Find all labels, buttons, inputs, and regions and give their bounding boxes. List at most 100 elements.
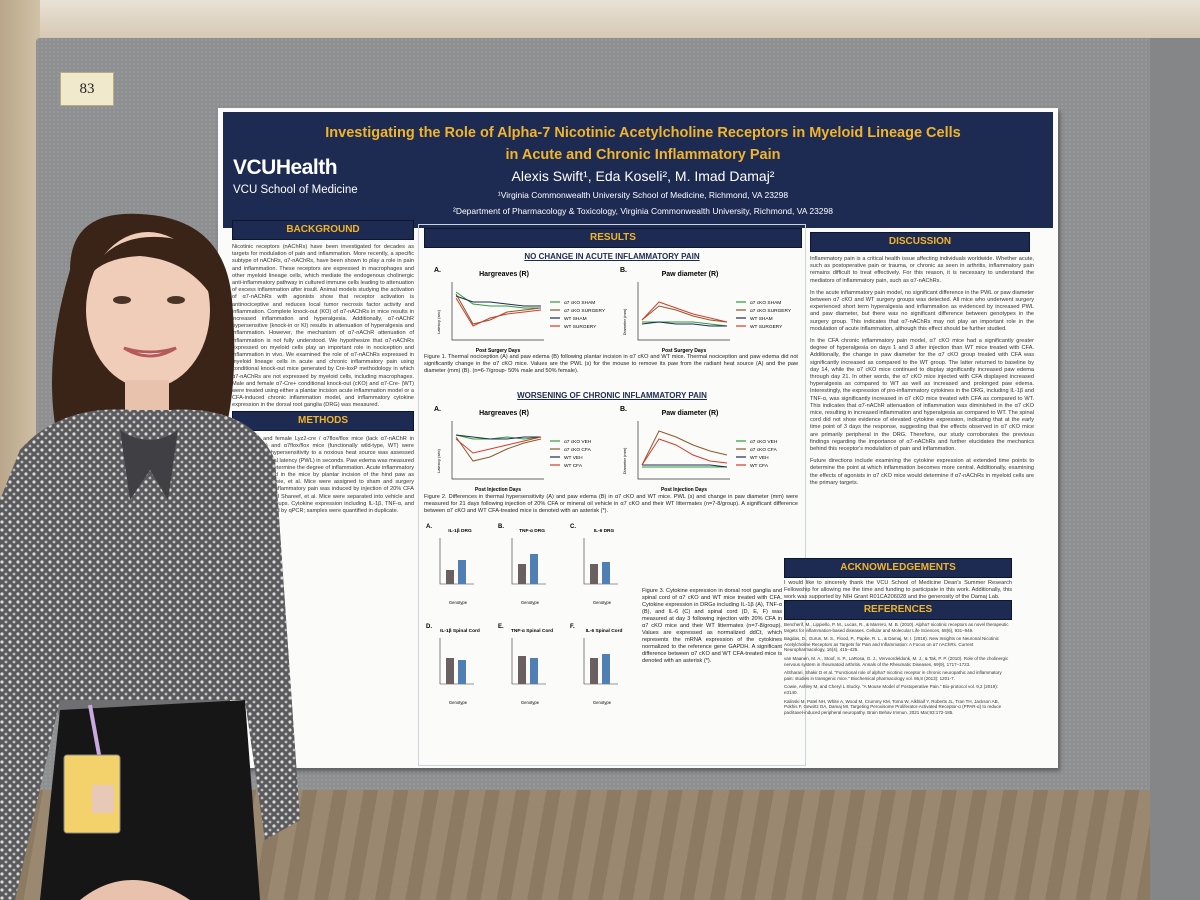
legend-label: WT VEH — [564, 455, 583, 461]
bow — [120, 430, 178, 500]
figure-caption: Figure 1. Thermal nociception (A) and pa… — [424, 354, 798, 374]
reference: Bagdas, D., Gurun, M. S., Flood, P., Pap… — [784, 636, 1000, 653]
bar — [590, 564, 598, 584]
axes — [451, 282, 544, 341]
figure: A. Hargreaves (R) Latency (sec) Post Surger… — [424, 262, 800, 358]
reference: AlSharari, Shakir D et al. "Functional r… — [784, 670, 1002, 681]
axis-label: Diameter (mm) — [622, 447, 627, 474]
section-heading: METHODS — [232, 411, 414, 431]
axis-label: Genotype — [593, 700, 612, 705]
plot-line — [641, 305, 728, 323]
figure-graphic: A. Hargreaves (R) Latency (sec) Post Inject… — [434, 406, 778, 493]
discussion-paragraph: In the acute inflammatory pain model, no… — [810, 289, 1034, 332]
section-heading: REFERENCES — [784, 600, 1012, 620]
axes — [511, 538, 546, 585]
legend-label: α7 cKO SURGERY — [564, 308, 606, 314]
badge-photo — [92, 785, 114, 813]
panel-title: IL-1β Spinal Cord — [440, 628, 480, 634]
axes — [439, 538, 474, 585]
plot-line — [455, 291, 541, 309]
panel-letter: F. — [570, 624, 575, 630]
section-heading: ACKNOWLEDGEMENTS — [784, 558, 1012, 578]
figure: A. IL-1β DRG Genotype B. TNF-α DRG Genotype C.… — [424, 520, 638, 716]
affiliation: ¹Virginia Commonwealth University School… — [497, 190, 789, 200]
plot-line — [455, 434, 541, 440]
hair-top — [86, 236, 214, 300]
plot-line — [455, 436, 542, 462]
panel-title: IL-1β DRG — [448, 528, 472, 534]
panel-title: IL-6 DRG — [594, 528, 615, 534]
poster-header: Investigating the Role of Alpha-7 Nicoti… — [223, 112, 1053, 228]
panel-letter: B. — [498, 524, 504, 530]
chart-title: Paw diameter (R) — [662, 410, 719, 417]
axes — [451, 421, 544, 480]
logo-subtitle: VCU School of Medicine — [233, 184, 358, 196]
axis-label: Genotype — [521, 600, 540, 605]
acknowledgements-text: I would like to sincerely thank the VCU … — [784, 580, 1012, 601]
axis-label: Genotype — [593, 600, 612, 605]
bar — [458, 560, 466, 584]
figure-caption: Figure 3. Cytokine expression in dorsal … — [642, 588, 782, 664]
panel-letter: C. — [570, 524, 576, 530]
axes — [583, 538, 618, 585]
legend-label: WT VEH — [750, 455, 769, 461]
axis-label: Post Surgery Days — [662, 348, 707, 354]
section-heading: BACKGROUND — [232, 220, 414, 240]
section-heading: DISCUSSION — [810, 232, 1030, 252]
bar — [446, 658, 454, 684]
panel-letter: B. — [620, 267, 627, 274]
logo: VCUHealth — [233, 156, 338, 179]
legend-label: WT CFA — [564, 463, 583, 469]
legend-label: α7 cKO CFA — [564, 447, 592, 453]
lanyard — [88, 704, 102, 761]
plot-line — [642, 464, 728, 468]
panel-title: TNF-α Spinal Cord — [511, 628, 553, 634]
results-subheading: WORSENING OF CHRONIC INFLAMMATORY PAIN — [517, 391, 707, 400]
legend-label: α7 cKO CFA — [750, 447, 778, 453]
eye — [113, 296, 131, 304]
plot-line — [455, 297, 542, 327]
discussion-paragraph: Inflammatory pain is a critical health i… — [810, 256, 1034, 284]
poster: Investigating the Role of Alpha-7 Nicoti… — [218, 108, 1058, 768]
panel-letter: B. — [620, 406, 627, 413]
panel-letter: A. — [434, 406, 441, 413]
plot-line — [455, 436, 542, 454]
plot-line — [641, 430, 728, 466]
legend-label: α7 cKO VEH — [564, 439, 592, 445]
authors: Alexis Swift¹, Eda Koseli², M. Imad Dama… — [511, 168, 775, 184]
bar — [530, 554, 538, 584]
plot-line — [641, 301, 728, 323]
axis-label: Latency (sec) — [436, 309, 441, 334]
figure: A. Hargreaves (R) Latency (sec) Post Inject… — [424, 401, 800, 497]
face — [86, 232, 210, 388]
panel-letter: A. — [434, 267, 441, 274]
methods-text: Mice: Male and female Lyz2-cre / α7flox/… — [232, 436, 414, 515]
chart-title: Hargreaves (R) — [479, 271, 529, 278]
ceiling — [0, 0, 1200, 40]
plot-line — [641, 321, 727, 327]
smile — [123, 346, 177, 358]
plot-line — [455, 434, 542, 440]
bar — [446, 570, 454, 584]
axes — [637, 421, 730, 480]
figure-caption: Figure 2. Differences in thermal hyperse… — [424, 494, 798, 514]
chart-title: Hargreaves (R) — [479, 410, 529, 417]
bar — [602, 654, 610, 684]
axis-label: Post Surgery Days — [476, 348, 521, 354]
bar — [518, 564, 526, 584]
legend-label: WT SURGERY — [750, 324, 783, 330]
person — [0, 213, 300, 900]
affiliation: ²Department of Pharmacology & Toxicology… — [452, 206, 833, 216]
axis-label: Diameter (mm) — [622, 308, 627, 335]
bar — [458, 660, 466, 684]
axes — [511, 638, 546, 685]
discussion-paragraph: Future directions include examining the … — [810, 458, 1034, 486]
legend-label: WT SHAM — [750, 316, 773, 322]
chart-title: Paw diameter (R) — [662, 271, 719, 278]
background-text: Nicotinic receptors (nAChRs) have been i… — [232, 244, 414, 409]
bar — [530, 658, 538, 684]
legend-label: α7 cKO SHAM — [750, 300, 781, 306]
axis-label: Genotype — [449, 600, 468, 605]
bar — [590, 658, 598, 684]
